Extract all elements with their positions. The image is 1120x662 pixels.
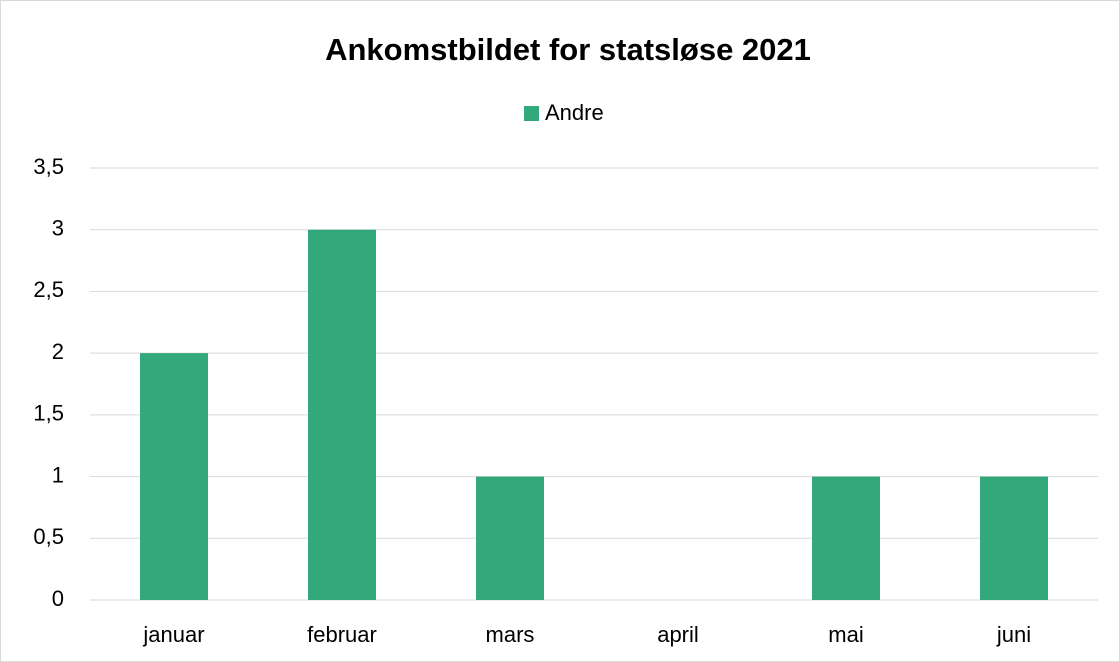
y-tick-label: 0 bbox=[52, 586, 64, 611]
legend-label: Andre bbox=[545, 100, 604, 125]
y-tick-label: 1 bbox=[52, 462, 64, 487]
y-tick-label: 2,5 bbox=[33, 277, 64, 302]
x-tick-label: mars bbox=[486, 622, 535, 647]
bar bbox=[308, 229, 376, 600]
bar bbox=[812, 476, 880, 600]
y-tick-label: 1,5 bbox=[33, 401, 64, 426]
x-tick-label: januar bbox=[142, 622, 204, 647]
y-tick-label: 0,5 bbox=[33, 524, 64, 549]
chart-title: Ankomstbildet for statsløse 2021 bbox=[325, 32, 811, 67]
x-tick-label: mai bbox=[828, 622, 863, 647]
y-tick-label: 3,5 bbox=[33, 154, 64, 179]
y-tick-label: 3 bbox=[52, 216, 64, 241]
bar bbox=[980, 476, 1048, 600]
bar bbox=[476, 476, 544, 600]
x-tick-label: juni bbox=[996, 622, 1031, 647]
bar bbox=[140, 353, 208, 600]
x-tick-label: april bbox=[657, 622, 699, 647]
legend-swatch bbox=[524, 106, 539, 121]
x-tick-label: februar bbox=[307, 622, 377, 647]
y-tick-label: 2 bbox=[52, 339, 64, 364]
